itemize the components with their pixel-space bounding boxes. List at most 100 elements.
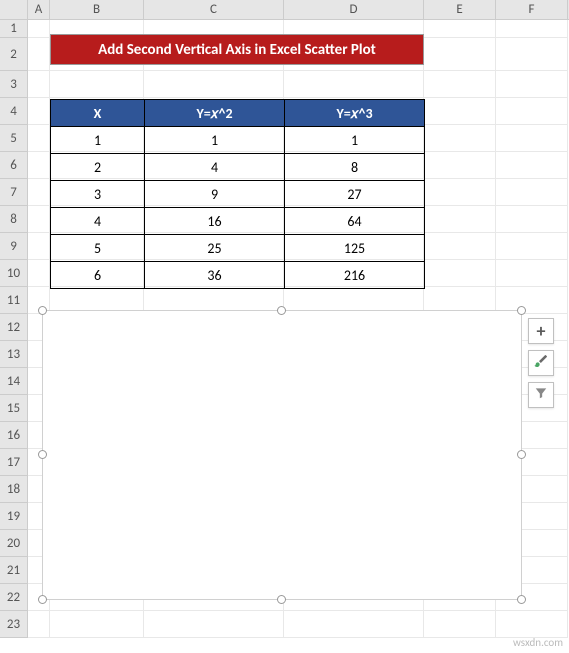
row-header-4[interactable]: 4 [0, 98, 28, 125]
cell-x[interactable]: 6 [51, 262, 145, 289]
col-header-E[interactable]: E [424, 0, 496, 19]
row-header-1[interactable]: 1 [0, 20, 28, 38]
cell[interactable] [496, 233, 568, 260]
table-header-y2[interactable]: Y=𝑥^3 [285, 100, 425, 127]
cell-y1[interactable]: 4 [145, 154, 285, 181]
table-row[interactable]: 636216 [51, 262, 425, 289]
cell[interactable] [144, 611, 284, 638]
chart-object[interactable] [42, 310, 522, 600]
chart-styles-button[interactable] [528, 350, 554, 376]
cell[interactable] [424, 260, 496, 287]
cell[interactable] [28, 206, 50, 233]
cell-y1[interactable]: 1 [145, 127, 285, 154]
cell[interactable] [144, 71, 284, 98]
row-header-8[interactable]: 8 [0, 206, 28, 233]
cell[interactable] [424, 233, 496, 260]
row-header-23[interactable]: 23 [0, 611, 28, 638]
col-header-F[interactable]: F [496, 0, 568, 19]
cell[interactable] [28, 125, 50, 152]
resize-handle-mr[interactable] [517, 450, 526, 459]
cell-y1[interactable]: 9 [145, 181, 285, 208]
cell-x[interactable]: 1 [51, 127, 145, 154]
cell[interactable] [424, 611, 496, 638]
cell[interactable] [28, 611, 50, 638]
resize-handle-bm[interactable] [277, 595, 286, 604]
row-header-10[interactable]: 10 [0, 260, 28, 287]
row-header-11[interactable]: 11 [0, 287, 28, 314]
cell[interactable] [28, 71, 50, 98]
cell-y2[interactable]: 216 [285, 262, 425, 289]
row-header-16[interactable]: 16 [0, 422, 28, 449]
cell[interactable] [28, 260, 50, 287]
cell-x[interactable]: 2 [51, 154, 145, 181]
table-row[interactable]: 41664 [51, 208, 425, 235]
row-header-12[interactable]: 12 [0, 314, 28, 341]
row-header-22[interactable]: 22 [0, 584, 28, 611]
table-header-x[interactable]: X [51, 100, 145, 127]
cell[interactable] [496, 71, 568, 98]
col-header-B[interactable]: B [50, 0, 144, 19]
row-header-7[interactable]: 7 [0, 179, 28, 206]
cell-y2[interactable]: 64 [285, 208, 425, 235]
cell-y2[interactable]: 27 [285, 181, 425, 208]
cell[interactable] [424, 179, 496, 206]
cell[interactable] [28, 152, 50, 179]
cell[interactable] [424, 71, 496, 98]
cell[interactable] [496, 206, 568, 233]
cell[interactable] [496, 20, 568, 38]
resize-handle-tm[interactable] [277, 306, 286, 315]
resize-handle-tl[interactable] [38, 306, 47, 315]
cell[interactable] [496, 125, 568, 152]
cell[interactable] [28, 20, 50, 38]
cell[interactable] [424, 125, 496, 152]
cell[interactable] [496, 152, 568, 179]
data-table[interactable]: X Y=𝑥^2 Y=𝑥^3 111 248 3927 41664 525125 … [50, 99, 425, 289]
row-header-6[interactable]: 6 [0, 152, 28, 179]
cell-y1[interactable]: 16 [145, 208, 285, 235]
cell[interactable] [424, 206, 496, 233]
cell-x[interactable]: 5 [51, 235, 145, 262]
table-header-y1[interactable]: Y=𝑥^2 [145, 100, 285, 127]
cell[interactable] [284, 71, 424, 98]
row-header-18[interactable]: 18 [0, 476, 28, 503]
row-header-5[interactable]: 5 [0, 125, 28, 152]
resize-handle-bl[interactable] [38, 595, 47, 604]
cell-y2[interactable]: 1 [285, 127, 425, 154]
cell[interactable] [496, 179, 568, 206]
cell[interactable] [28, 98, 50, 125]
cell[interactable] [28, 38, 50, 71]
table-row[interactable]: 3927 [51, 181, 425, 208]
col-header-D[interactable]: D [284, 0, 424, 19]
col-header-A[interactable]: A [28, 0, 50, 19]
resize-handle-tr[interactable] [517, 306, 526, 315]
cell[interactable] [496, 611, 568, 638]
cell[interactable] [424, 98, 496, 125]
cell[interactable] [496, 260, 568, 287]
table-row[interactable]: 111 [51, 127, 425, 154]
chart-filters-button[interactable] [528, 382, 554, 408]
col-header-C[interactable]: C [144, 0, 284, 19]
table-row[interactable]: 248 [51, 154, 425, 181]
row-header-21[interactable]: 21 [0, 557, 28, 584]
cell[interactable] [496, 98, 568, 125]
cell[interactable] [284, 611, 424, 638]
cell-x[interactable]: 4 [51, 208, 145, 235]
cell[interactable] [424, 152, 496, 179]
cell[interactable] [50, 611, 144, 638]
row-header-9[interactable]: 9 [0, 233, 28, 260]
cell[interactable] [424, 20, 496, 38]
row-header-15[interactable]: 15 [0, 395, 28, 422]
row-header-19[interactable]: 19 [0, 503, 28, 530]
resize-handle-ml[interactable] [38, 450, 47, 459]
cell[interactable] [28, 233, 50, 260]
cell[interactable] [50, 71, 144, 98]
table-row[interactable]: 525125 [51, 235, 425, 262]
chart-elements-button[interactable]: + [528, 318, 554, 344]
row-header-17[interactable]: 17 [0, 449, 28, 476]
row-header-20[interactable]: 20 [0, 530, 28, 557]
cell[interactable] [424, 38, 496, 71]
cell-y2[interactable]: 8 [285, 154, 425, 181]
row-header-2[interactable]: 2 [0, 38, 28, 71]
select-all-corner[interactable] [0, 0, 28, 19]
row-header-3[interactable]: 3 [0, 71, 28, 98]
